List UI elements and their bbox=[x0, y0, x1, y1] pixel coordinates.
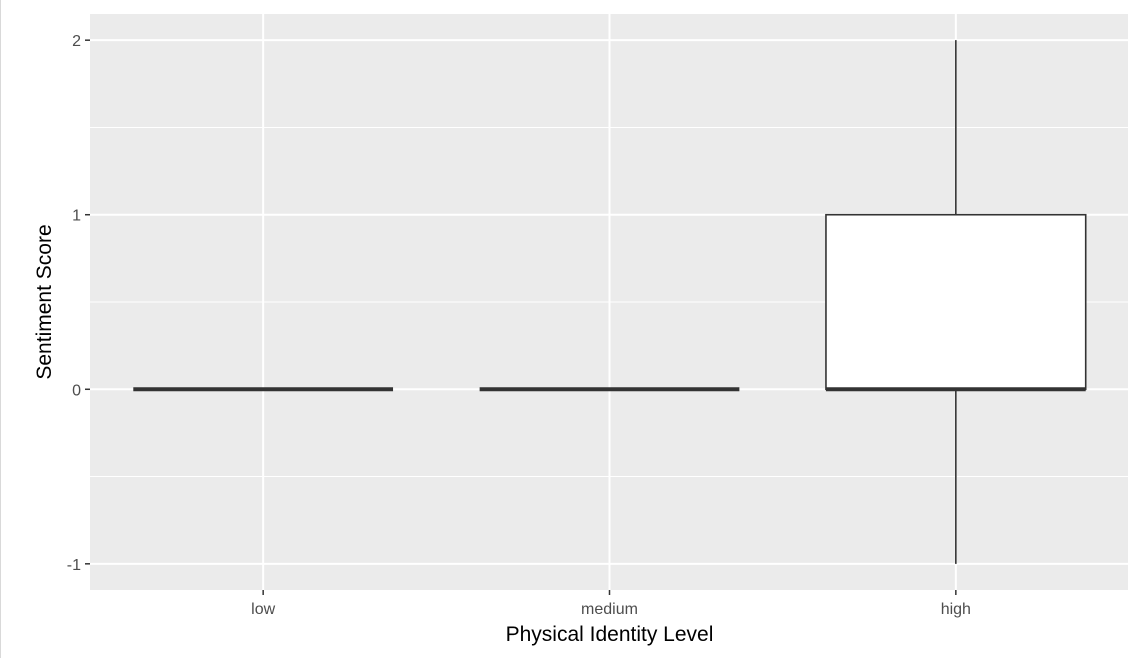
box-body bbox=[825, 213, 1087, 391]
y-tick-label: 0 bbox=[72, 382, 81, 399]
box-high bbox=[825, 40, 1087, 564]
x-tick-label: high bbox=[941, 601, 971, 618]
y-axis-title: Sentiment Score bbox=[33, 224, 56, 379]
x-tick-label: medium bbox=[581, 601, 638, 618]
box-series bbox=[133, 40, 1087, 564]
y-axis: -1 0 1 2 bbox=[67, 33, 90, 574]
y-tick-label: 1 bbox=[72, 208, 81, 225]
x-axis-title: Physical Identity Level bbox=[506, 623, 714, 646]
y-tick-label: -1 bbox=[67, 557, 81, 574]
x-tick-label: low bbox=[251, 601, 275, 618]
x-axis: low medium high bbox=[251, 590, 971, 618]
y-tick-label: 2 bbox=[72, 33, 81, 50]
